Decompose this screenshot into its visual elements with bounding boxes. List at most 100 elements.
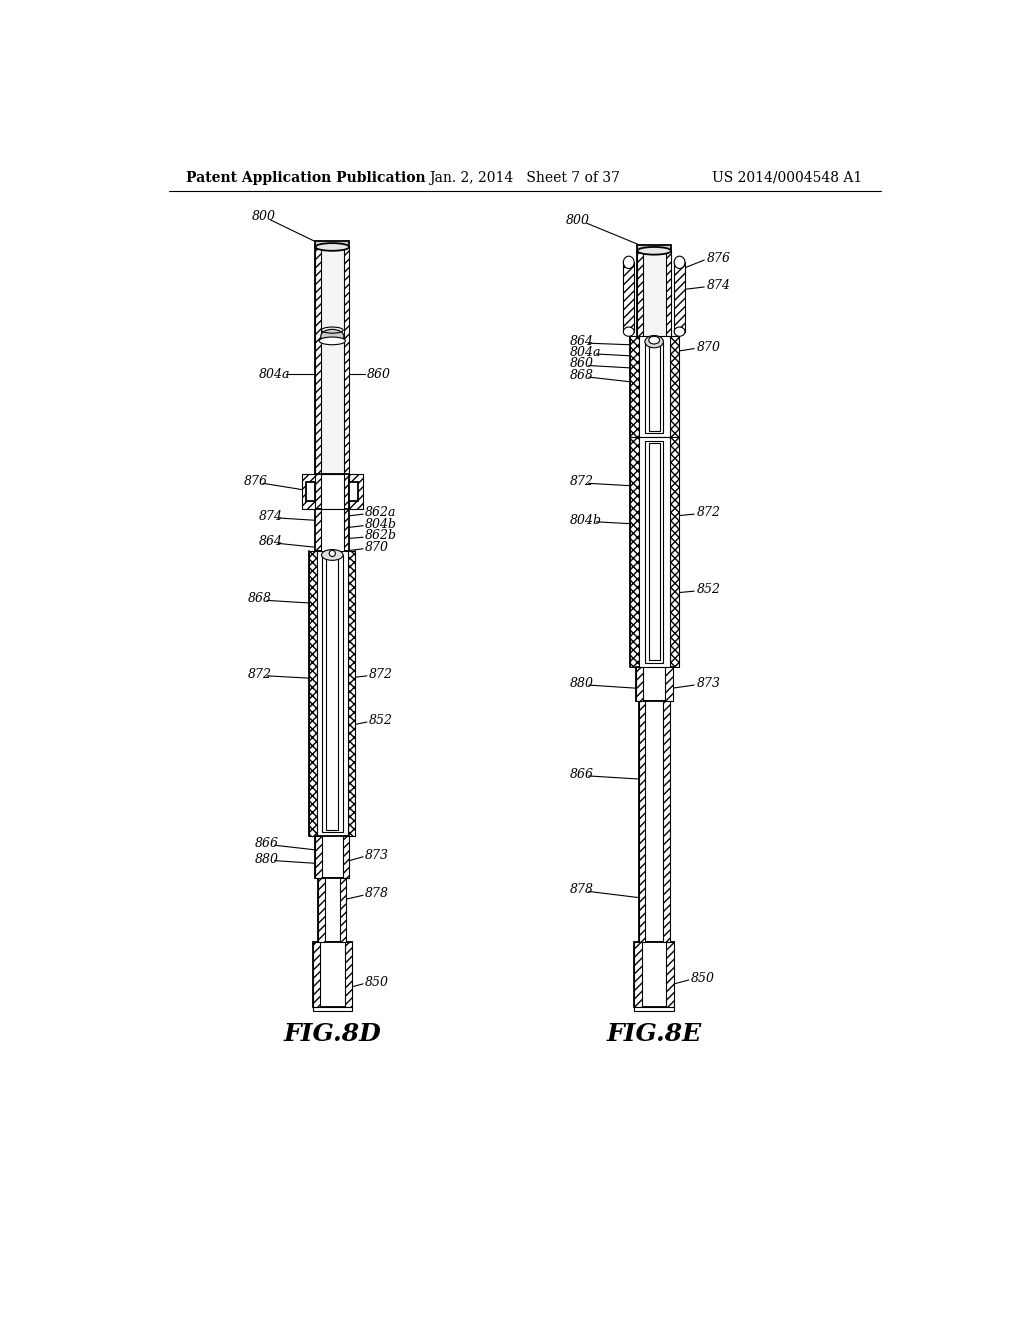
Bar xyxy=(664,701,670,942)
Text: 864: 864 xyxy=(569,335,594,348)
Text: FIG.8E: FIG.8E xyxy=(606,1022,701,1045)
Bar xyxy=(315,836,322,878)
Text: 852: 852 xyxy=(370,714,393,727)
Bar xyxy=(667,942,674,1007)
Bar xyxy=(315,240,349,247)
Text: 880: 880 xyxy=(255,853,280,866)
Bar xyxy=(636,667,673,701)
Ellipse shape xyxy=(645,335,664,348)
Bar xyxy=(313,1007,351,1011)
Text: 870: 870 xyxy=(365,541,389,554)
Bar xyxy=(306,482,315,502)
Bar xyxy=(634,942,642,1007)
Text: 872: 872 xyxy=(370,668,393,681)
Text: 800: 800 xyxy=(252,210,275,223)
Text: 878: 878 xyxy=(569,883,594,896)
Ellipse shape xyxy=(649,337,659,345)
Text: 860: 860 xyxy=(569,358,594,371)
Bar xyxy=(674,263,685,331)
Bar xyxy=(309,552,316,836)
Bar xyxy=(637,244,671,251)
Text: Patent Application Publication: Patent Application Publication xyxy=(186,170,426,185)
Text: Jan. 2, 2014   Sheet 7 of 37: Jan. 2, 2014 Sheet 7 of 37 xyxy=(429,170,621,185)
Text: 880: 880 xyxy=(569,677,594,690)
Text: 864: 864 xyxy=(259,536,284,548)
Bar xyxy=(313,942,319,1007)
Bar xyxy=(670,437,679,667)
Ellipse shape xyxy=(330,550,336,557)
Bar xyxy=(345,942,351,1007)
Text: 850: 850 xyxy=(691,972,715,985)
Bar xyxy=(637,251,643,335)
Text: 862a: 862a xyxy=(365,506,396,519)
Bar xyxy=(666,251,671,335)
Text: 852: 852 xyxy=(696,583,721,597)
Ellipse shape xyxy=(322,549,343,561)
Bar xyxy=(315,836,349,878)
Text: 872: 872 xyxy=(696,506,721,519)
Bar xyxy=(344,247,349,506)
Bar xyxy=(665,667,673,701)
Bar xyxy=(636,667,643,701)
Text: 868: 868 xyxy=(248,593,271,606)
Text: 870: 870 xyxy=(696,341,721,354)
Text: 804b: 804b xyxy=(569,513,601,527)
Bar xyxy=(315,474,349,508)
Ellipse shape xyxy=(319,337,345,345)
Bar xyxy=(301,474,315,508)
Bar xyxy=(318,878,346,942)
Bar xyxy=(321,247,344,506)
Bar xyxy=(634,1007,674,1011)
Ellipse shape xyxy=(315,243,349,251)
Bar xyxy=(315,508,349,552)
Text: 866: 866 xyxy=(255,837,280,850)
Ellipse shape xyxy=(624,327,634,337)
Bar xyxy=(639,335,670,437)
Text: 804a: 804a xyxy=(569,346,601,359)
Ellipse shape xyxy=(321,330,344,343)
Bar xyxy=(349,482,358,502)
Text: US 2014/0004548 A1: US 2014/0004548 A1 xyxy=(712,170,862,185)
Bar xyxy=(639,437,670,667)
Bar xyxy=(313,942,351,1007)
Text: 876: 876 xyxy=(244,475,267,488)
Ellipse shape xyxy=(674,327,685,337)
Text: 804b: 804b xyxy=(365,517,396,531)
Bar xyxy=(649,444,659,660)
Bar xyxy=(645,441,664,663)
Bar xyxy=(634,942,674,1007)
Text: 804a: 804a xyxy=(259,367,291,380)
Bar xyxy=(349,474,364,508)
Text: 874: 874 xyxy=(259,510,284,523)
Text: 874: 874 xyxy=(707,279,730,292)
Text: 800: 800 xyxy=(565,214,590,227)
Ellipse shape xyxy=(624,256,634,268)
Bar xyxy=(639,701,670,942)
Text: 872: 872 xyxy=(248,668,271,681)
Bar xyxy=(630,437,639,667)
Bar xyxy=(670,335,679,437)
Text: 866: 866 xyxy=(569,768,594,781)
Bar xyxy=(630,335,639,437)
Bar xyxy=(643,251,666,335)
Text: 868: 868 xyxy=(569,370,594,381)
Ellipse shape xyxy=(674,256,685,268)
Text: 876: 876 xyxy=(707,252,730,265)
Bar xyxy=(639,701,645,942)
Bar xyxy=(315,247,321,506)
Bar xyxy=(322,554,343,832)
Bar xyxy=(318,878,325,942)
Text: 873: 873 xyxy=(365,849,389,862)
Text: 873: 873 xyxy=(696,677,721,690)
Text: 878: 878 xyxy=(365,887,389,900)
Bar xyxy=(340,878,346,942)
Bar xyxy=(645,343,664,433)
Bar xyxy=(348,552,355,836)
Bar xyxy=(321,508,344,552)
Ellipse shape xyxy=(637,247,671,255)
Bar xyxy=(326,557,339,830)
Text: 862b: 862b xyxy=(365,529,396,543)
Text: FIG.8D: FIG.8D xyxy=(284,1022,381,1045)
Text: 850: 850 xyxy=(365,975,389,989)
Bar xyxy=(321,474,344,508)
